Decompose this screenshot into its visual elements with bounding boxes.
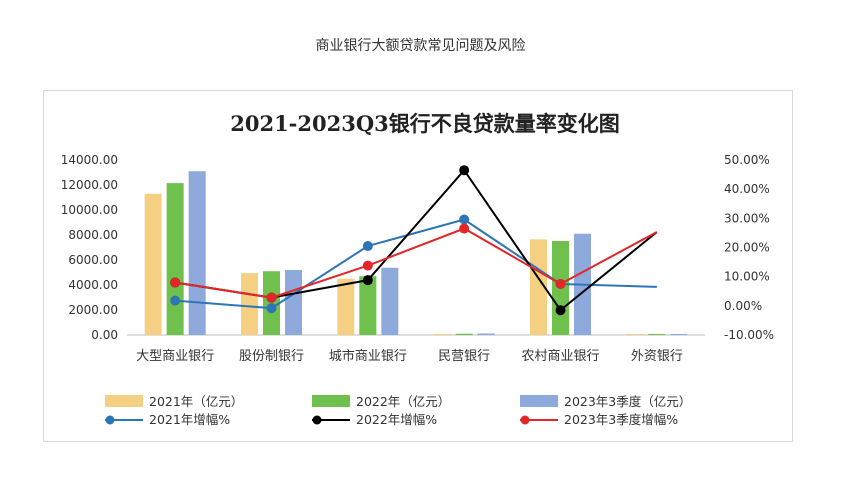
right-axis-tick: 30.00% [724, 211, 770, 225]
bar-series-group [144, 171, 688, 335]
legend-marker [312, 415, 322, 425]
point [170, 295, 181, 306]
category-label: 股份制银行 [239, 349, 304, 364]
legend-marker [520, 415, 530, 425]
category-label: 农村商业银行 [521, 349, 599, 364]
bar [285, 270, 302, 335]
legend: 2021年（亿元） 2022年（亿元） 2023年3季度（亿元） 2021年增幅% 20… [105, 394, 691, 427]
legend-entry: 2022年（亿元） [356, 394, 450, 409]
right-axis-tick: 50.00% [724, 153, 770, 167]
bar [241, 273, 258, 335]
left-axis-tick: 2000.00 [68, 303, 118, 317]
left-axis-tick: 12000.00 [61, 178, 118, 192]
point [555, 305, 566, 316]
chart-title: 2021-2023Q3银行不良贷款量率变化图 [230, 111, 620, 136]
point [362, 241, 373, 252]
series-line [175, 218, 657, 310]
bar [337, 278, 355, 335]
right-axis-tick: 10.00% [724, 270, 770, 284]
bar [477, 333, 495, 335]
category-label: 大型商业银行 [136, 349, 214, 364]
right-axis-tick: -10.00% [724, 328, 774, 342]
page-title: 商业银行大额贷款常见问题及风险 [315, 38, 526, 54]
bar [381, 267, 399, 335]
point [266, 292, 277, 303]
point [459, 223, 470, 234]
bar [670, 334, 688, 335]
category-label: 民营银行 [438, 349, 490, 364]
bar [626, 334, 644, 335]
point [555, 278, 566, 289]
point [170, 277, 181, 288]
left-axis-tick: 10000.00 [61, 203, 118, 217]
point [266, 303, 277, 314]
legend-swatch [520, 395, 558, 407]
left-axis-tick: 14000.00 [61, 153, 118, 167]
legend-entry: 2021年（亿元） [149, 394, 243, 409]
category-labels: 大型商业银行 股份制银行 城市商业银行 民营银行 农村商业银行 外资银行 [136, 348, 683, 364]
left-axis-tick: 0.00 [91, 328, 118, 342]
bar [166, 183, 184, 335]
point [459, 165, 470, 176]
point [459, 214, 470, 225]
bar [648, 334, 666, 335]
left-axis-tick: 4000.00 [68, 278, 118, 292]
bar [188, 171, 206, 335]
bar [530, 239, 547, 335]
bar [455, 333, 473, 335]
right-axis-tick: 40.00% [724, 182, 770, 196]
right-axis-tick: 20.00% [724, 241, 770, 255]
point [362, 275, 373, 286]
category-label: 城市商业银行 [329, 348, 407, 364]
legend-entry: 2023年3季度增幅% [564, 412, 678, 427]
legend-entry: 2023年3季度（亿元） [564, 394, 691, 409]
legend-entry: 2022年增幅% [356, 412, 437, 427]
category-label: 外资银行 [631, 349, 683, 364]
right-axis: -10.00% 0.00% 10.00% 20.00% 30.00% 40.00% 50.0… [724, 153, 774, 342]
left-axis: 0.00 2000.00 4000.00 6000.00 8000.00 10000.00… [61, 153, 118, 342]
point [362, 260, 373, 271]
legend-marker [105, 415, 115, 425]
legend-entry: 2021年增幅% [149, 412, 230, 427]
left-axis-tick: 8000.00 [68, 228, 118, 242]
left-axis-tick: 6000.00 [68, 253, 118, 267]
legend-swatch [312, 395, 350, 407]
bar [144, 193, 162, 335]
bar [433, 334, 451, 335]
legend-swatch [105, 395, 143, 407]
bar [359, 276, 377, 335]
right-axis-tick: 0.00% [724, 299, 762, 313]
series-line [175, 227, 658, 299]
line-series-group [170, 165, 658, 316]
bar [263, 271, 280, 335]
